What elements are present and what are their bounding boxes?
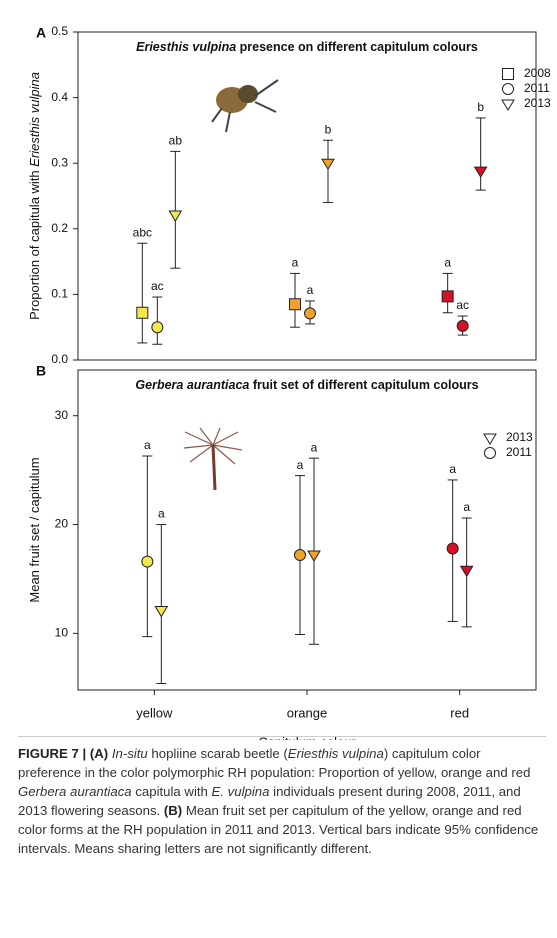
data-point xyxy=(294,549,306,562)
data-point xyxy=(459,565,474,578)
y-axis-label: Mean fruit set / capitulum xyxy=(27,457,42,602)
y-tick-label: 0.3 xyxy=(51,155,68,169)
data-point xyxy=(473,166,488,179)
title-part: Gerbera aurantiaca xyxy=(135,378,249,392)
title-part: presence on different capitulum colours xyxy=(236,40,478,54)
y-tick-label: 0.4 xyxy=(51,90,68,104)
title-part: fruit set of different capitulum colours xyxy=(249,378,478,392)
legend-marker xyxy=(501,99,515,111)
legend-label: 2008 xyxy=(524,66,551,80)
significance-letter: ab xyxy=(169,134,183,148)
significance-letter: a xyxy=(158,507,165,521)
significance-letter: a xyxy=(444,256,451,270)
x-tick-label: orange xyxy=(287,705,327,720)
y-label-part: Mean fruit set / capitulum xyxy=(27,457,42,602)
panel-label: B xyxy=(36,363,46,379)
y-tick-label: 0.0 xyxy=(51,352,68,366)
caption-text: capitula with xyxy=(131,784,212,799)
significance-letter: a xyxy=(311,440,318,454)
caption-text: ) capitulum color preference in the colo… xyxy=(18,746,531,780)
y-tick-label: 20 xyxy=(55,517,69,531)
y-axis-label: Proportion of capitula with Eriesthis vu… xyxy=(27,72,42,320)
chart-title: Gerbera aurantiaca fruit set of differen… xyxy=(135,378,478,392)
y-tick-label: 10 xyxy=(55,626,69,640)
y-tick-label: 0.5 xyxy=(51,24,68,38)
data-point xyxy=(456,319,469,332)
legend-label: 2011 xyxy=(506,445,532,459)
beetle-image xyxy=(211,79,279,133)
legend-marker xyxy=(502,83,514,95)
significance-letter: a xyxy=(307,283,314,297)
caption-italic: Eriesthis vulpina xyxy=(287,746,384,761)
caption-text: Mean fruit set per capitulum of the yell… xyxy=(18,803,539,856)
y-tick-label: 30 xyxy=(55,408,69,422)
significance-letter: b xyxy=(325,122,332,136)
title-part: Eriesthis vulpina xyxy=(136,40,236,54)
y-label-part: Proportion of capitula with xyxy=(27,167,42,320)
legend-marker xyxy=(483,433,497,445)
figure: A Eriesthis vulpina presence on different… xyxy=(27,24,552,740)
significance-letter: ac xyxy=(456,298,469,312)
x-tick-label: yellow xyxy=(136,705,173,720)
significance-letter: b xyxy=(477,100,484,114)
plot-frame xyxy=(77,31,537,361)
data-point xyxy=(168,210,183,222)
data-point xyxy=(441,290,454,303)
significance-letter: a xyxy=(292,256,299,270)
significance-letter: a xyxy=(144,438,151,452)
significance-letter: a xyxy=(449,462,456,476)
data-point xyxy=(446,542,459,555)
caption-bold: FIGURE 7 | (A) xyxy=(18,746,109,761)
chart-title: Eriesthis vulpina presence on different … xyxy=(136,40,478,54)
caption-text: hopliine scarab beetle ( xyxy=(147,746,288,761)
data-point xyxy=(289,298,301,311)
significance-letter: abc xyxy=(133,225,152,239)
panel-label: A xyxy=(36,25,46,41)
legend-marker xyxy=(502,68,514,80)
caption: FIGURE 7 | (A) In-situ hopliine scarab b… xyxy=(18,744,543,858)
significance-letter: a xyxy=(297,458,304,472)
y-tick-label: 0.2 xyxy=(51,221,68,235)
legend-marker xyxy=(484,447,496,459)
seed-image xyxy=(183,427,243,491)
data-point xyxy=(304,307,316,320)
caption-italic: E. vulpina xyxy=(211,784,270,799)
caption-italic: In-situ xyxy=(111,746,148,761)
caption-text: individuals present during 2008, 2011, a… xyxy=(18,784,521,818)
legend-label: 2011 xyxy=(524,81,550,95)
significance-letter: ac xyxy=(151,279,164,293)
data-point xyxy=(141,555,154,568)
separator xyxy=(18,736,546,737)
legend-label: 2013 xyxy=(524,96,551,110)
data-point xyxy=(307,550,321,563)
data-point xyxy=(136,306,149,319)
data-point xyxy=(321,158,335,171)
y-tick-label: 0.1 xyxy=(51,287,68,301)
y-label-part: Eriesthis vulpina xyxy=(27,72,42,167)
legend-label: 2013 xyxy=(506,430,533,444)
x-axis-label: Capitulum colour xyxy=(258,734,356,740)
caption-bold: (B) xyxy=(163,803,183,818)
significance-letter: a xyxy=(463,500,470,514)
x-tick-label: red xyxy=(450,705,469,720)
caption-italic: Gerbera aurantiaca xyxy=(18,784,132,799)
data-point xyxy=(154,606,169,618)
data-point xyxy=(151,321,164,334)
